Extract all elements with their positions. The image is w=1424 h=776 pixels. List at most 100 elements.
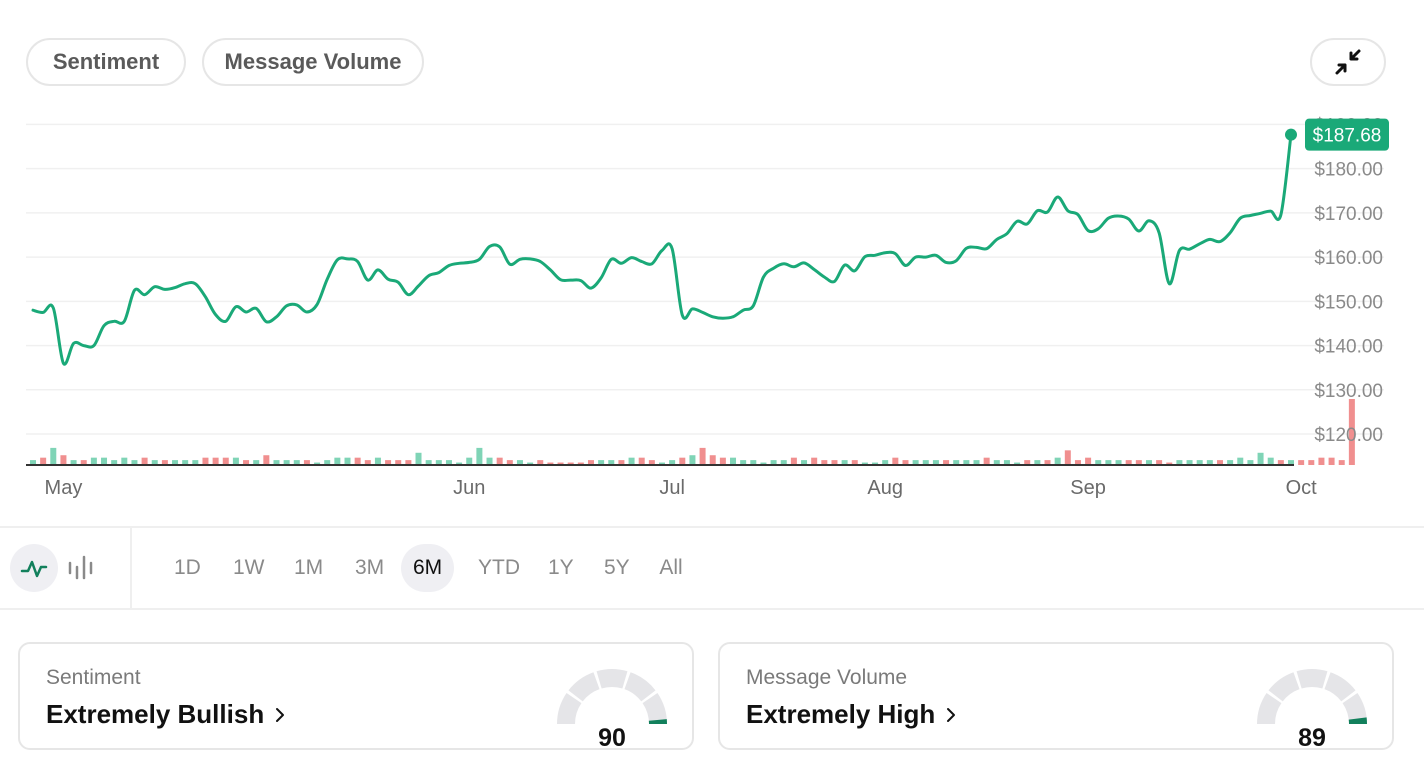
message-volume-card[interactable]: Message Volume Extremely High 89 xyxy=(718,642,1394,752)
volume-bar xyxy=(121,457,128,465)
volume-bar xyxy=(1034,460,1041,465)
volume-bar xyxy=(638,457,645,465)
volume-bar xyxy=(212,457,219,465)
x-tick-label: Oct xyxy=(1286,477,1318,499)
volume-bar xyxy=(719,457,726,465)
volume-bar xyxy=(1115,460,1122,465)
volume-bar xyxy=(1196,460,1203,465)
volume-bar xyxy=(1277,460,1284,465)
volume-bar xyxy=(364,460,371,465)
volume-bar xyxy=(882,460,889,465)
range-1y-button[interactable]: 1Y xyxy=(548,556,574,579)
range-ytd-button[interactable]: YTD xyxy=(478,556,520,579)
volume-bar xyxy=(1328,457,1335,465)
volume-bar xyxy=(1298,460,1305,465)
volume-bar xyxy=(111,460,118,465)
bar-chart-type-button[interactable] xyxy=(57,544,105,592)
volume-bar xyxy=(1257,452,1264,465)
volume-bar xyxy=(993,460,1000,465)
volume-bar xyxy=(1156,460,1163,465)
y-tick-label: $130.00 xyxy=(1314,381,1383,402)
message-volume-tab[interactable]: Message Volume xyxy=(202,38,424,86)
volume-bar xyxy=(648,460,655,465)
chevron-right-icon xyxy=(274,706,286,724)
collapse-button[interactable] xyxy=(1310,38,1386,86)
volume-bar xyxy=(1074,460,1081,465)
volume-bar xyxy=(598,460,605,465)
toolbar-bottom-divider xyxy=(0,608,1424,610)
range-1m-button[interactable]: 1M xyxy=(294,556,324,579)
volume-bar xyxy=(770,460,777,465)
message-volume-card-label: Message Volume xyxy=(746,666,908,689)
volume-bar xyxy=(506,460,513,465)
sentiment-tab[interactable]: Sentiment xyxy=(26,38,186,86)
volume-bar xyxy=(1014,462,1021,465)
range-1d-button[interactable]: 1D xyxy=(174,556,201,579)
price-line xyxy=(31,133,1293,366)
volume-bar xyxy=(334,457,341,465)
volume-bar xyxy=(1206,460,1213,465)
y-tick-label: $180.00 xyxy=(1314,160,1383,181)
volume-bar xyxy=(172,460,179,465)
gauge-segment xyxy=(557,693,582,725)
volume-bar xyxy=(841,460,848,465)
volume-bar xyxy=(659,462,665,465)
volume-bar xyxy=(1044,460,1051,465)
volume-bar xyxy=(131,460,138,465)
message-volume-value-text: Extremely High xyxy=(746,699,936,729)
volume-bar xyxy=(435,460,442,465)
volume-bar xyxy=(1135,460,1142,465)
range-6m-button[interactable]: 6M xyxy=(401,544,455,592)
volume-bar xyxy=(425,460,432,465)
range-5y-button[interactable]: 5Y xyxy=(604,556,630,579)
volume-bar xyxy=(557,462,564,465)
volume-bar xyxy=(1237,457,1244,465)
x-tick-label: Jul xyxy=(659,477,685,499)
volume-bar xyxy=(1003,460,1010,465)
sentiment-card[interactable]: Sentiment Extremely Bullish 90 xyxy=(18,642,694,752)
volume-bar xyxy=(60,455,67,465)
volume-bar xyxy=(679,457,686,465)
volume-bar xyxy=(730,457,737,465)
volume-bar xyxy=(983,457,990,465)
volume-bar xyxy=(780,460,787,465)
gauge-segment xyxy=(1324,672,1356,702)
volume-bar xyxy=(456,462,463,465)
volume-bar xyxy=(101,457,108,465)
volume-bar xyxy=(831,460,838,465)
volume-bar xyxy=(1247,460,1254,465)
volume-bar xyxy=(932,460,939,465)
range-3m-button[interactable]: 3M xyxy=(355,556,385,579)
toolbar-top-divider xyxy=(0,526,1424,528)
y-tick-label: $160.00 xyxy=(1314,248,1383,269)
volume-bar xyxy=(303,460,310,465)
volume-bar xyxy=(1085,457,1092,465)
volume-bar xyxy=(1338,460,1345,465)
volume-bar xyxy=(273,460,280,465)
last-price-dot xyxy=(1285,128,1297,141)
volume-bar xyxy=(790,457,797,465)
volume-bar xyxy=(811,457,818,465)
volume-bar xyxy=(1095,460,1102,465)
x-tick-label: Sep xyxy=(1070,477,1106,499)
volume-bar xyxy=(40,457,47,465)
volume-bar xyxy=(161,460,168,465)
volume-bar xyxy=(547,462,554,465)
volume-bar xyxy=(314,462,321,465)
volume-bar xyxy=(699,447,706,465)
range-1w-button[interactable]: 1W xyxy=(233,556,265,579)
volume-bar xyxy=(283,460,290,465)
volume-bar xyxy=(222,457,229,465)
line-chart-type-button[interactable] xyxy=(10,544,58,592)
volume-bar xyxy=(1216,460,1223,465)
volume-bar xyxy=(1145,460,1152,465)
volume-bar xyxy=(324,460,331,465)
volume-bar xyxy=(1125,460,1132,465)
price-chart: May Jun Jul Aug Sep Oct $120.00 $130.00 $140.00… xyxy=(26,115,1389,499)
y-tick-label: $150.00 xyxy=(1314,292,1383,313)
volume-bar xyxy=(1166,462,1173,465)
range-all-button[interactable]: All xyxy=(659,556,683,579)
volume-bar xyxy=(354,457,361,465)
volume-bar xyxy=(30,460,36,465)
volume-bar xyxy=(922,460,929,465)
